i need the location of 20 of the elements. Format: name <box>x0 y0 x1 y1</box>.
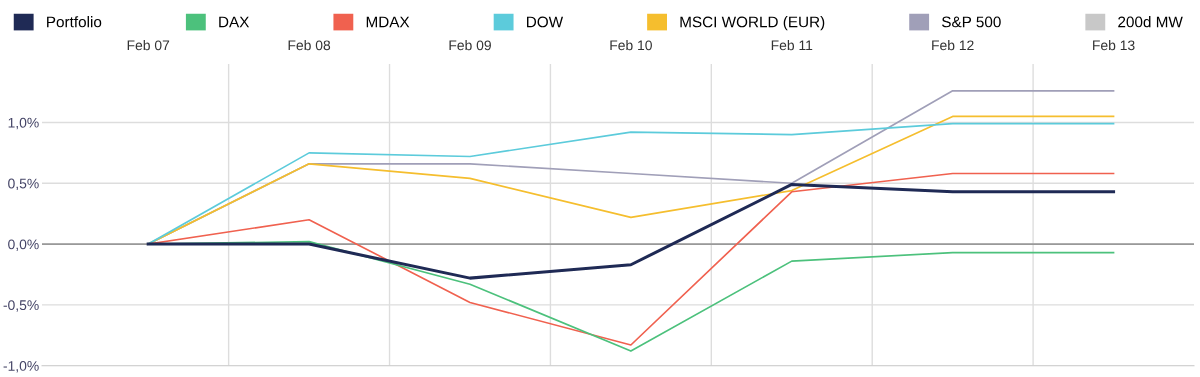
legend-label: MDAX <box>366 16 410 28</box>
y-tick-label: -1,0% <box>3 361 39 373</box>
legend-label: DAX <box>219 16 250 28</box>
line-series <box>146 182 1116 280</box>
legend-label: DOW <box>527 16 564 28</box>
y-tick-label: 1,0% <box>8 117 39 130</box>
x-tick-label: Feb 09 <box>449 40 491 51</box>
y-tick-label: 0,5% <box>8 178 39 191</box>
x-tick-label: Feb 12 <box>932 40 974 51</box>
y-tick-label: 0,0% <box>8 239 39 251</box>
x-tick-label: Feb 11 <box>771 40 813 51</box>
x-tick-label: Feb 07 <box>127 40 170 51</box>
legend-label: 200d MW <box>1118 16 1183 28</box>
legend-label: Portfolio <box>47 16 102 28</box>
x-tick-label: Feb 10 <box>610 40 652 51</box>
x-tick-label: Feb 08 <box>288 40 331 51</box>
legend-label: S&P 500 <box>942 16 1001 28</box>
x-tick-label: Feb 13 <box>1093 40 1135 51</box>
legend-label: MSCI WORLD (EUR) <box>680 16 825 31</box>
y-tick-label: -0,5% <box>3 300 39 312</box>
